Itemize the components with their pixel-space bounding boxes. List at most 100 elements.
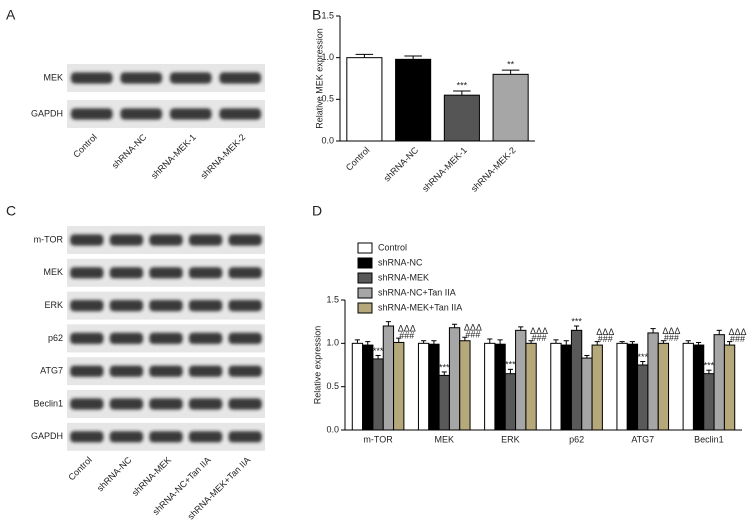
- blot-row-label: p62: [48, 333, 63, 343]
- blot-row-label: m-TOR: [34, 234, 64, 244]
- y-tick-label: 1.0: [321, 52, 334, 62]
- bar: [515, 329, 527, 431]
- significance: ΔΔΔ: [729, 327, 747, 337]
- significance: ###: [598, 334, 613, 344]
- x-tick-label: ATG7: [631, 434, 654, 444]
- y-tick-label: 0.0: [326, 424, 339, 434]
- significance: ***: [571, 316, 582, 326]
- blot-band: [149, 300, 183, 312]
- significance: ###: [532, 333, 547, 343]
- blot-band: [169, 108, 212, 120]
- blot-band: [149, 267, 183, 279]
- legend-swatch: [357, 272, 373, 284]
- blot-band: [70, 234, 104, 246]
- significance: ###: [664, 333, 679, 343]
- blot-band: [149, 365, 183, 377]
- bar: [428, 343, 440, 431]
- significance: ***: [637, 352, 648, 362]
- y-tick-label: 1.5: [321, 10, 334, 20]
- lane-label: shRNA-MEK-2: [199, 132, 248, 181]
- lane-label: shRNA-NC: [110, 132, 149, 171]
- blot-band: [219, 72, 262, 84]
- bar: [560, 344, 572, 431]
- legend-swatch: [357, 257, 373, 269]
- legend-swatch: [357, 302, 373, 314]
- significance: ###: [465, 330, 480, 340]
- blot-band: [188, 332, 223, 344]
- bar: [657, 342, 670, 431]
- significance: ΔΔΔ: [398, 324, 416, 334]
- blot-band: [228, 234, 262, 246]
- panel-label: A: [6, 7, 16, 23]
- blot-row-label: ERK: [44, 300, 63, 310]
- bar: [723, 344, 736, 431]
- blot-band: [70, 431, 104, 443]
- bar: [682, 342, 694, 431]
- blot-band: [228, 267, 262, 279]
- legend-label: shRNA-MEK+Tan IIA: [378, 302, 462, 312]
- bar: [637, 364, 649, 431]
- legend-label: shRNA-MEK: [378, 272, 429, 282]
- bar: [504, 373, 517, 431]
- significance: ΔΔΔ: [530, 326, 548, 336]
- significance: ***: [505, 360, 516, 370]
- bar: [351, 342, 364, 431]
- bar: [459, 340, 471, 431]
- blot-band: [228, 332, 262, 344]
- bar: [591, 344, 603, 431]
- blot-band: [109, 398, 144, 410]
- blot-band: [169, 72, 212, 84]
- legend-label: shRNA-NC+Tan IIA: [378, 287, 456, 297]
- bar: [443, 94, 480, 142]
- y-tick-label: 1.0: [326, 338, 339, 348]
- blot-band: [120, 108, 163, 120]
- significance: ***: [439, 362, 450, 372]
- bar: [616, 342, 628, 431]
- legend-label: Control: [378, 242, 407, 252]
- x-tick-label: MEK: [434, 434, 454, 444]
- blot-band: [109, 234, 144, 246]
- blot-row-label: GAPDH: [31, 431, 63, 441]
- significance: ###: [730, 334, 745, 344]
- bar: [372, 358, 384, 431]
- blot-band: [149, 234, 183, 246]
- y-tick-label: 0.5: [321, 94, 334, 104]
- significance: ###: [399, 331, 414, 341]
- bar: [362, 344, 374, 431]
- significance: ***: [704, 361, 715, 371]
- blot-band: [219, 108, 262, 120]
- blot-band: [70, 108, 113, 120]
- blot-band: [228, 431, 262, 443]
- blot-band: [228, 300, 262, 312]
- x-tick-label: Control: [344, 145, 372, 173]
- blot-row-label: ATG7: [40, 366, 63, 376]
- blot-band: [70, 332, 104, 344]
- blot-band: [149, 332, 183, 344]
- legend-swatch: [357, 242, 373, 254]
- blot-row-label: GAPDH: [31, 108, 63, 118]
- blot-band: [70, 398, 104, 410]
- significance: ***: [457, 80, 468, 90]
- lane-label: shRNA-MEK-1: [149, 132, 198, 181]
- blot-band: [228, 365, 262, 377]
- blot-band: [120, 72, 163, 84]
- x-tick-label: m-TOR: [363, 434, 393, 444]
- bar: [570, 329, 583, 431]
- significance: ΔΔΔ: [464, 323, 482, 333]
- bar: [494, 343, 506, 431]
- bar: [692, 344, 705, 431]
- bar: [382, 325, 395, 431]
- y-tick-label: 1.5: [326, 294, 339, 304]
- blot-row-label: MEK: [43, 72, 63, 82]
- blot-band: [70, 72, 113, 84]
- bar: [647, 332, 659, 431]
- significance: ΔΔΔ: [596, 327, 614, 337]
- x-tick-label: shRNA-NC: [382, 145, 421, 184]
- bar: [438, 374, 450, 431]
- blot-band: [109, 431, 144, 443]
- significance: ***: [373, 346, 384, 356]
- blot-band: [188, 398, 223, 410]
- y-axis-title: Relative expression: [312, 326, 322, 405]
- x-tick-label: shRNA-MEK-2: [469, 145, 518, 194]
